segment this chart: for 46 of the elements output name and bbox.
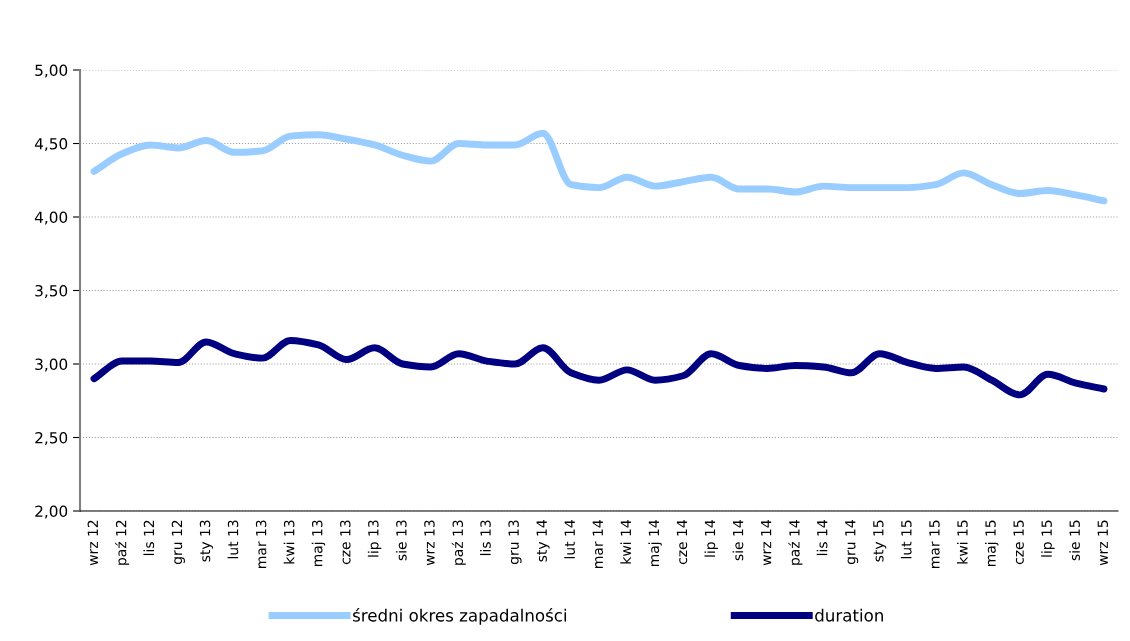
x-tick-label: sie 15 — [1069, 520, 1080, 561]
x-tick-label: lis 14 — [816, 520, 828, 556]
x-tick-label: lip 15 — [1041, 520, 1055, 557]
y-tick-label: 4,00 — [34, 211, 68, 225]
y-tick-label: 2,50 — [35, 431, 68, 446]
x-tick-label: lut 13 — [227, 520, 239, 559]
x-tick-label: kwi 14 — [620, 520, 631, 564]
x-tick-label: wrz 13 — [424, 520, 435, 566]
legend-label: duration — [815, 608, 883, 622]
x-tick-label: wrz 12 — [87, 520, 98, 566]
x-tick-label: mar 13 — [255, 520, 267, 568]
x-tick-label: sty 15 — [873, 520, 887, 562]
x-tick-label: lip 14 — [704, 520, 718, 557]
x-tick-label: paź 14 — [788, 520, 803, 565]
x-tick-label: cze 14 — [676, 520, 688, 565]
y-tick-label: 3,00 — [35, 358, 68, 372]
x-tick-label: cze 13 — [340, 520, 351, 565]
x-tick-label: cze 15 — [1013, 520, 1024, 565]
x-tick-label: sty 13 — [199, 520, 213, 562]
x-tick-label: paź 13 — [451, 520, 466, 565]
x-tick-label: gru 14 — [845, 520, 859, 564]
x-tick-label: maj 13 — [311, 520, 326, 567]
x-tick-label: wrz 14 — [761, 520, 772, 566]
x-tick-label: lut 14 — [564, 520, 575, 559]
x-tick-label: mar 14 — [592, 520, 604, 568]
y-tick-label: 5,00 — [35, 64, 68, 78]
legend-label: średni okres zapadalności — [353, 608, 567, 625]
y-tick-label: 3,50 — [35, 284, 68, 299]
x-tick-label: wrz 15 — [1097, 520, 1108, 566]
x-tick-label: paź 12 — [115, 520, 130, 565]
x-tick-label: sie 13 — [395, 520, 407, 561]
x-tick-label: gru 13 — [508, 520, 522, 564]
x-tick-label: maj 14 — [648, 520, 662, 567]
x-tick-label: gru 12 — [171, 520, 185, 564]
x-tick-label: sty 14 — [536, 520, 550, 562]
x-tick-label: sie 14 — [732, 520, 744, 561]
x-tick-label: kwi 15 — [956, 520, 968, 564]
x-tick-label: lip 13 — [367, 520, 382, 557]
x-tick-label: lut 15 — [900, 520, 912, 559]
x-tick-label: kwi 13 — [283, 520, 295, 564]
x-tick-label: maj 15 — [985, 520, 999, 567]
x-tick-label: lis 13 — [480, 520, 491, 556]
y-tick-label: 2,00 — [35, 505, 68, 519]
y-tick-label: 4,50 — [34, 137, 68, 152]
x-tick-label: mar 15 — [929, 520, 940, 568]
x-tick-label: lis 12 — [143, 520, 155, 556]
